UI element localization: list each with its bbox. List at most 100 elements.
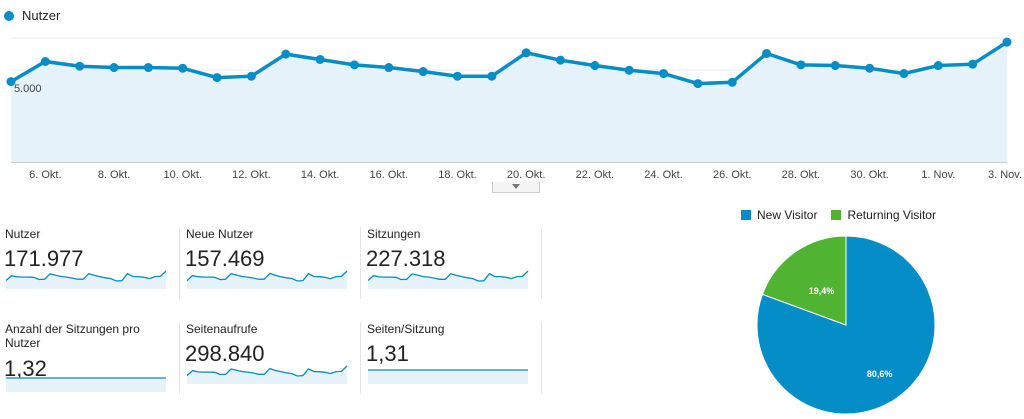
- metric-divider: [360, 227, 361, 299]
- data-point[interactable]: [1002, 37, 1012, 47]
- pie-slice[interactable]: [761, 235, 847, 326]
- pie-legend-item-returning[interactable]: Returning Visitor: [831, 208, 936, 222]
- data-point[interactable]: [109, 63, 119, 73]
- data-point[interactable]: [487, 71, 497, 81]
- data-point[interactable]: [143, 63, 153, 73]
- data-point[interactable]: [315, 54, 325, 64]
- metric-value: 227.318: [366, 246, 446, 271]
- metric-sparkline: [186, 365, 348, 384]
- metric-label: Neue Nutzer: [186, 227, 254, 241]
- sparkline-area: [368, 370, 528, 384]
- x-tick-label: 28. Okt.: [782, 169, 821, 181]
- sparkline-line: [367, 270, 529, 282]
- metric-sparkline: [367, 270, 529, 289]
- x-tick-label: 18. Okt.: [438, 169, 477, 181]
- x-tick-label: 20. Okt.: [507, 169, 546, 181]
- metric-label: Seiten/Sitzung: [367, 322, 445, 336]
- x-tick-label: 24. Okt.: [644, 169, 683, 181]
- data-point[interactable]: [590, 61, 600, 71]
- data-point[interactable]: [762, 48, 772, 58]
- x-tick-label: 10. Okt.: [163, 169, 202, 181]
- sparkline-line: [186, 270, 348, 282]
- sparkline-area: [6, 271, 166, 289]
- data-point[interactable]: [693, 79, 703, 89]
- data-point[interactable]: [40, 57, 50, 66]
- data-point[interactable]: [521, 48, 531, 58]
- metric-tile[interactable]: Sitzungen 227.318: [362, 227, 542, 307]
- metric-divider: [360, 322, 361, 394]
- metric-sparkline: [186, 270, 348, 289]
- metric-sparkline: [368, 369, 528, 384]
- series-line: [10, 40, 1008, 86]
- data-point[interactable]: [246, 71, 256, 81]
- x-tick-label: 16. Okt.: [370, 169, 409, 181]
- series-color-dot: [4, 10, 14, 21]
- pie-slice-label: 19,4%: [809, 286, 835, 296]
- metric-tile[interactable]: Neue Nutzer 157.469: [181, 227, 361, 307]
- data-point[interactable]: [75, 61, 85, 71]
- x-tick-label: 14. Okt.: [301, 169, 340, 181]
- metric-label: Anzahl der Sitzungen pro Nutzer: [5, 322, 140, 350]
- x-tick-label: 26. Okt.: [713, 169, 752, 181]
- x-tick-label: 3. Nov.: [988, 169, 1022, 181]
- metric-divider: [541, 322, 542, 394]
- series-area-fill: [11, 42, 1007, 162]
- x-tick-label: 22. Okt.: [576, 169, 615, 181]
- metric-tile[interactable]: Nutzer 171.977: [0, 227, 180, 307]
- x-tick-label: 12. Okt.: [232, 169, 271, 181]
- metric-tile[interactable]: Anzahl der Sitzungen pro Nutzer 1,32: [0, 322, 180, 402]
- data-point[interactable]: [796, 60, 806, 70]
- data-point[interactable]: [933, 61, 943, 71]
- data-point[interactable]: [452, 71, 462, 81]
- metric-value: 157.469: [185, 246, 265, 271]
- metric-tile[interactable]: Seitenaufrufe 298.840: [181, 322, 361, 402]
- legend-label: Returning Visitor: [847, 208, 936, 222]
- legend-label: New Visitor: [757, 208, 818, 222]
- data-point[interactable]: [212, 73, 222, 83]
- metric-sparkline: [6, 377, 166, 392]
- legend-swatch: [741, 210, 751, 220]
- data-point[interactable]: [556, 55, 566, 65]
- metric-label: Seitenaufrufe: [186, 322, 258, 336]
- sparkline-area: [187, 366, 347, 384]
- data-point[interactable]: [418, 67, 428, 77]
- data-point[interactable]: [281, 49, 291, 59]
- x-tick-label: 1. Nov.: [921, 169, 955, 181]
- data-point[interactable]: [865, 63, 875, 73]
- data-point[interactable]: [727, 77, 737, 87]
- y-tick-label: 5.000: [14, 83, 42, 95]
- x-tick-label: 30. Okt.: [850, 169, 889, 181]
- pie-legend: New Visitor Returning Visitor: [741, 208, 950, 222]
- metric-divider: [179, 227, 180, 299]
- metric-value: 1,31: [366, 341, 409, 366]
- pie-legend-item-new[interactable]: New Visitor: [741, 208, 817, 222]
- legend-swatch: [831, 210, 842, 220]
- data-point[interactable]: [624, 65, 634, 75]
- data-point[interactable]: [178, 63, 188, 73]
- sparkline-area: [6, 378, 166, 392]
- data-point[interactable]: [830, 61, 840, 71]
- metric-divider: [179, 322, 180, 394]
- data-point[interactable]: [659, 69, 669, 79]
- chevron-down-icon: [512, 184, 520, 189]
- metric-label: Sitzungen: [367, 227, 421, 241]
- x-tick-label: 6. Okt.: [29, 169, 61, 181]
- metric-value: 171.977: [4, 246, 84, 271]
- x-tick-label: 8. Okt.: [98, 169, 130, 181]
- metric-value: 1,32: [4, 356, 47, 381]
- collapse-chart-handle[interactable]: [492, 182, 540, 193]
- sparkline-line: [5, 270, 167, 282]
- metric-tile[interactable]: Seiten/Sitzung 1,31: [362, 322, 542, 402]
- data-point[interactable]: [384, 63, 394, 73]
- data-point[interactable]: [968, 59, 978, 69]
- data-point[interactable]: [6, 77, 16, 87]
- users-line-chart[interactable]: 10.0005.000 6. Okt.8. Okt.10. Okt.12. Ok…: [0, 28, 1024, 188]
- pie-slice-label: 80,6%: [867, 369, 893, 379]
- metric-label: Nutzer: [5, 227, 41, 241]
- metric-sparkline: [5, 270, 167, 289]
- chart-legend[interactable]: Nutzer: [4, 8, 60, 23]
- data-point[interactable]: [349, 60, 359, 70]
- data-point[interactable]: [899, 69, 909, 79]
- visitor-pie-chart[interactable]: 80,6% 19,4%: [752, 232, 940, 418]
- series-name-label: Nutzer: [22, 8, 61, 23]
